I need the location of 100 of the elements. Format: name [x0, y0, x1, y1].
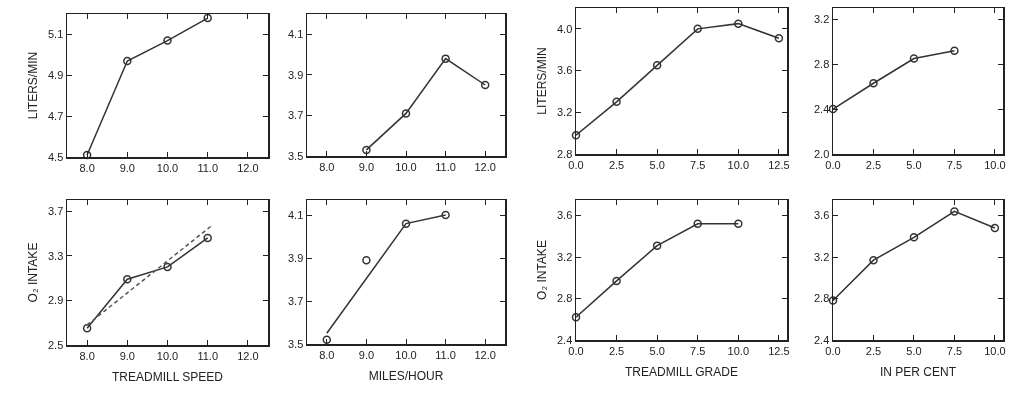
point: [401, 109, 411, 118]
point: [774, 33, 784, 43]
x-tick-label: 7.5: [690, 158, 706, 171]
x-tick-label: 12.0: [237, 161, 259, 174]
x-axis-title: TREADMILL SPEED: [112, 370, 224, 385]
point: [123, 56, 132, 66]
point: [950, 207, 959, 216]
point: [828, 104, 838, 114]
point: [652, 241, 662, 250]
x-tick-label: 12.5: [768, 158, 790, 171]
y-tick-label: 2.8: [557, 147, 573, 160]
x-tick-label: 5.0: [906, 158, 922, 171]
x-tick-label: 9.0: [358, 160, 375, 173]
x-tick-label: 7.5: [946, 158, 963, 171]
x-tick-label: 11.0: [435, 348, 456, 361]
point: [441, 210, 450, 220]
y-tick-label: 4.5: [48, 150, 64, 163]
point: [869, 255, 878, 265]
point: [571, 312, 581, 322]
x-tick-label: 10.0: [727, 158, 750, 171]
point: [203, 233, 212, 243]
x-axis-title: TREADMILL GRADE: [625, 365, 738, 380]
point: [950, 46, 959, 55]
x-tick-label: 12.0: [474, 348, 496, 361]
x-tick-label: 7.5: [690, 344, 706, 357]
x-tick-label: 8.0: [79, 349, 95, 362]
x-tick-label: 11.0: [197, 161, 218, 174]
y-tick-label: 2.4: [557, 333, 573, 346]
x-tick-label: 0.0: [568, 344, 584, 357]
y-tick-label: 4.0: [557, 22, 573, 35]
y-axis-title: O₂ INTAKE: [534, 240, 549, 300]
y-axis-title: LITERS/MIN: [25, 51, 40, 120]
x-tick-label: 10.0: [395, 348, 417, 361]
x-tick-label: 0.0: [825, 344, 841, 357]
point: [734, 219, 743, 229]
point: [571, 130, 581, 140]
point: [652, 61, 662, 70]
x-tick-label: 11.0: [197, 349, 218, 362]
y-tick-label: 4.9: [48, 69, 64, 82]
x-tick-label: 5.0: [649, 344, 665, 357]
point: [82, 150, 92, 160]
y-tick-label: 2.9: [48, 294, 64, 307]
x-tick-label: 0.0: [825, 158, 841, 171]
x-tick-label: 12.5: [768, 344, 790, 357]
y-tick-label: 3.9: [288, 68, 304, 81]
y-axis-title: O₂ INTAKE: [25, 242, 40, 303]
x-tick-label: 0.0: [568, 158, 584, 171]
x-tick-label: 8.0: [319, 160, 335, 173]
point: [909, 233, 919, 242]
x-tick-label: 7.5: [946, 344, 963, 357]
point: [909, 54, 919, 63]
x-tick-label: 2.5: [865, 344, 882, 357]
point: [362, 145, 371, 155]
x-tick-label: 2.5: [865, 158, 882, 171]
point: [322, 335, 332, 344]
point: [480, 80, 490, 90]
y-tick-label: 3.7: [288, 109, 304, 122]
point: [869, 79, 878, 88]
y-tick-label: 3.6: [557, 209, 573, 222]
x-tick-label: 10.0: [156, 349, 179, 362]
x-tick-label: 10.0: [984, 344, 1006, 357]
y-tick-label: 2.4: [814, 102, 830, 115]
point: [612, 97, 621, 107]
y-tick-label: 3.3: [48, 249, 64, 262]
y-tick-label: 4.7: [48, 109, 64, 122]
point: [163, 262, 172, 272]
y-tick-label: 2.8: [814, 58, 830, 70]
y-tick-label: 3.5: [288, 337, 304, 350]
x-tick-label: 2.5: [608, 344, 625, 357]
x-axis-title: MILES/HOUR: [368, 369, 444, 384]
y-tick-label: 3.2: [557, 250, 573, 263]
x-tick-label: 10.0: [156, 161, 179, 174]
y-tick-label: 3.5: [288, 149, 304, 162]
x-tick-label: 12.0: [474, 160, 496, 173]
x-tick-label: 10.0: [984, 158, 1006, 171]
point: [828, 296, 838, 305]
point: [123, 274, 132, 284]
x-tick-label: 9.0: [119, 349, 135, 362]
point: [441, 54, 450, 63]
y-tick-label: 3.9: [288, 251, 304, 264]
y-tick-label: 3.2: [814, 13, 830, 26]
point: [203, 13, 212, 23]
y-tick-label: 3.6: [557, 64, 573, 77]
x-tick-label: 11.0: [435, 160, 456, 173]
y-tick-label: 3.7: [288, 294, 304, 307]
x-tick-label: 2.5: [608, 158, 625, 171]
x-tick-label: 10.0: [395, 160, 417, 173]
y-tick-label: 3.6: [814, 209, 830, 222]
y-tick-label: 2.8: [814, 292, 830, 305]
point: [163, 36, 172, 45]
point: [82, 324, 92, 333]
point: [734, 19, 743, 28]
point: [693, 219, 702, 229]
point: [401, 219, 411, 228]
y-tick-label: 2.4: [814, 333, 830, 346]
x-tick-label: 9.0: [358, 348, 375, 361]
x-tick-label: 9.0: [119, 161, 135, 174]
point: [612, 276, 621, 286]
y-axis-title: LITERS/MIN: [534, 47, 549, 115]
y-tick-label: 3.2: [557, 106, 573, 119]
